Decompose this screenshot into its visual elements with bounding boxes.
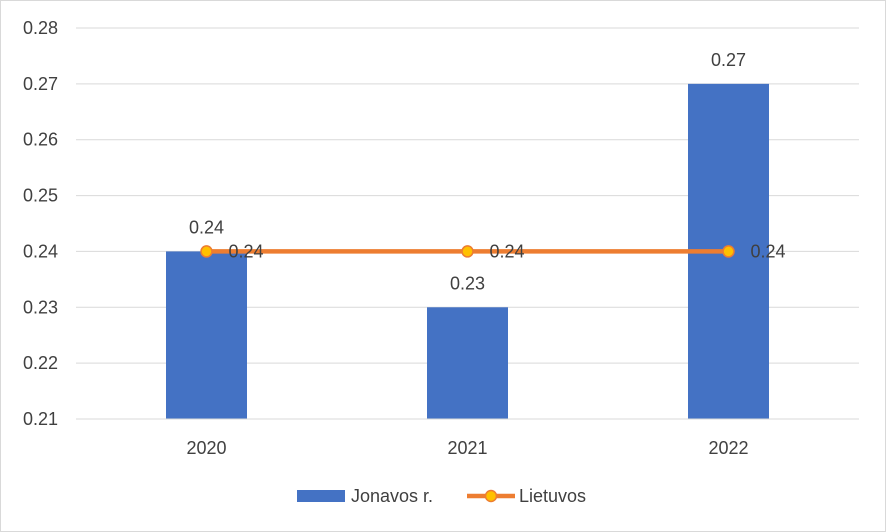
y-tick-label: 0.28 — [23, 18, 58, 38]
line-data-label: 0.24 — [751, 241, 786, 261]
legend-label-jonavos: Jonavos r. — [351, 486, 433, 506]
y-tick-label: 0.27 — [23, 74, 58, 94]
y-tick-label: 0.22 — [23, 353, 58, 373]
bar-2020 — [166, 251, 247, 419]
y-axis: 0.21 0.22 0.23 0.24 0.25 0.26 0.27 0.28 — [23, 18, 58, 429]
line-data-label: 0.24 — [490, 241, 525, 261]
x-tick-label: 2021 — [447, 438, 487, 458]
line-point-2022 — [722, 245, 735, 258]
legend-swatch-jonavos — [297, 490, 345, 502]
y-tick-label: 0.21 — [23, 409, 58, 429]
legend: Jonavos r. Lietuvos — [297, 486, 586, 506]
x-tick-label: 2022 — [708, 438, 748, 458]
y-tick-label: 0.25 — [23, 186, 58, 206]
line-series — [200, 245, 735, 258]
data-labels: 0.240.230.270.24 0.24 0.24 — [189, 50, 786, 293]
line-point-2021 — [461, 245, 474, 258]
line-data-label: 0.24 — [229, 241, 264, 261]
x-tick-label: 2020 — [186, 438, 226, 458]
line-point-2020 — [200, 245, 213, 258]
bar-data-label: 0.24 — [189, 217, 224, 237]
bar-2021 — [427, 307, 508, 419]
legend-marker-lietuvos — [484, 489, 498, 503]
bar-data-label: 0.23 — [450, 273, 485, 293]
y-tick-label: 0.26 — [23, 130, 58, 150]
legend-label-lietuvos: Lietuvos — [519, 486, 586, 506]
y-tick-label: 0.24 — [23, 241, 58, 261]
bar-data-label: 0.27 — [711, 50, 746, 70]
y-tick-label: 0.23 — [23, 297, 58, 317]
x-axis: 2020 2021 2022 — [76, 418, 859, 458]
